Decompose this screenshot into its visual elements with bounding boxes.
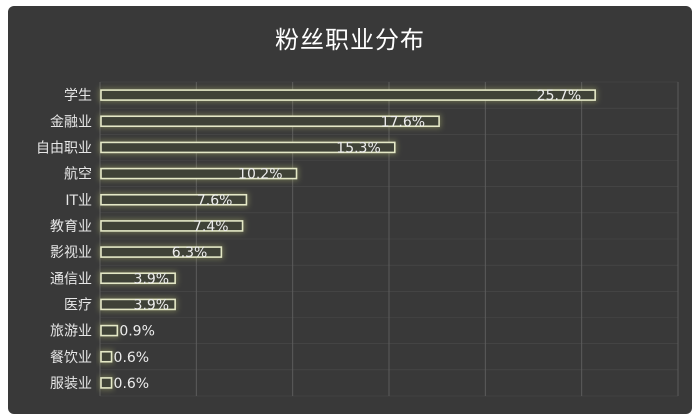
- chart-title: 粉丝职业分布: [275, 26, 425, 54]
- bar: [100, 141, 396, 154]
- bar: [100, 272, 176, 285]
- category-label: 医疗: [64, 297, 92, 313]
- bar: [100, 350, 113, 363]
- value-label: 7.4%: [193, 219, 229, 235]
- value-label: 25.7%: [537, 88, 581, 104]
- category-label: 学生: [64, 88, 92, 104]
- value-label: 10.2%: [238, 167, 282, 183]
- chart-frame: 粉丝职业分布 学生 25.7% 金融业 17.6% 自由职业 15.3% 航空 10.2% IT…: [8, 6, 692, 414]
- value-label: 3.9%: [134, 297, 170, 313]
- bar: [100, 324, 119, 337]
- value-label: 17.6%: [381, 114, 425, 130]
- category-label: 餐饮业: [50, 350, 92, 366]
- category-label: 通信业: [50, 271, 92, 287]
- bar: [100, 246, 223, 258]
- bar: [100, 298, 176, 311]
- bar-chart: 学生 25.7% 金融业 17.6% 自由职业 15.3% 航空 10.2% IT业 7.6% 教育…: [36, 81, 679, 397]
- labels: 学生 25.7% 金融业 17.6% 自由职业 15.3% 航空 10.2% IT业 7.6% 教育…: [36, 88, 581, 392]
- value-label: 0.9%: [119, 324, 155, 340]
- grid: [99, 81, 679, 397]
- bar: [100, 167, 298, 180]
- category-label: 金融业: [50, 114, 92, 130]
- category-label: 自由职业: [36, 140, 92, 156]
- bar: [100, 193, 248, 206]
- value-label: 0.6%: [114, 350, 150, 366]
- category-label: 影视业: [50, 245, 92, 261]
- category-label: 航空: [64, 167, 92, 183]
- bar: [100, 220, 244, 232]
- value-label: 3.9%: [134, 271, 170, 287]
- bar: [100, 115, 440, 128]
- value-label: 7.6%: [197, 193, 233, 209]
- category-label: IT业: [65, 193, 92, 209]
- bar: [100, 377, 113, 389]
- bars: [99, 88, 598, 390]
- value-label: 0.6%: [114, 376, 150, 392]
- category-label: 服装业: [50, 376, 92, 392]
- category-label: 旅游业: [50, 324, 92, 340]
- value-label: 15.3%: [336, 140, 380, 156]
- bar: [100, 89, 596, 101]
- value-label: 6.3%: [172, 245, 208, 261]
- category-label: 教育业: [50, 219, 92, 235]
